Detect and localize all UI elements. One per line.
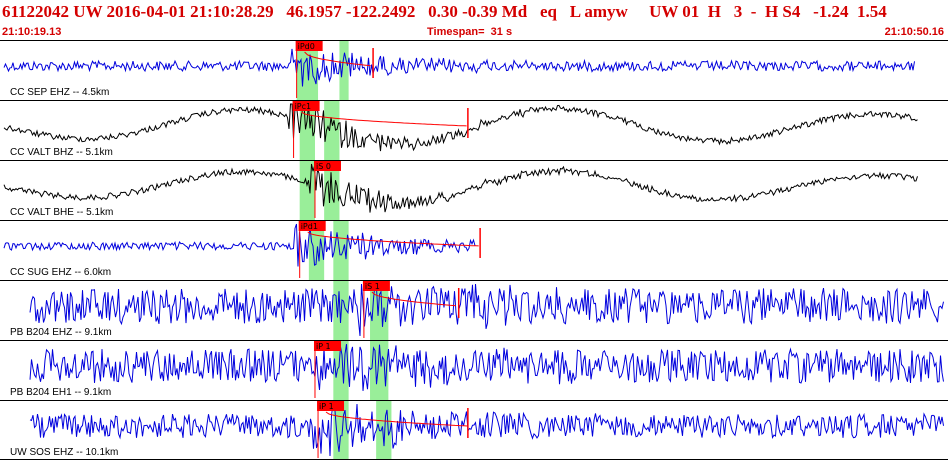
trace-row: iPc1 CC VALT BHZ -- 5.1km [0,100,948,160]
pick-label: iP 1 [319,402,334,411]
waveform-trace [3,103,918,152]
phase-window [339,41,349,100]
pick-label: iPd1 [301,222,318,231]
station-label: UW SOS EHZ -- 10.1km [10,447,118,458]
coda-curve [301,111,467,127]
header: 61122042 UW 2016-04-01 21:10:28.29 46.19… [0,0,948,40]
trace-row: iP 1 UW SOS EHZ -- 10.1km [0,400,948,460]
phase-window [370,281,389,340]
station-label: PB B204 EH1 -- 9.1km [10,387,111,398]
event-summary-title: 61122042 UW 2016-04-01 21:10:28.29 46.19… [2,2,887,21]
station-label: CC VALT BHZ -- 5.1km [10,147,113,158]
start-time: 21:10:19.13 [2,26,62,38]
station-label: CC SEP EHZ -- 4.5km [10,87,109,98]
pick-label-box [317,401,345,411]
phase-window [324,101,340,160]
station-label: CC VALT BHE -- 5.1km [10,207,113,218]
pick-label-box [313,341,341,351]
pick-label-box [362,281,390,291]
trace-row: iS 0 CC VALT BHE -- 5.1km [0,160,948,220]
phase-window [370,341,389,400]
coda-curve [307,231,479,247]
station-label: PB B204 EHZ -- 9.1km [10,327,112,338]
seismogram-panel: iPd0 CC SEP EHZ -- 4.5km iPc1 CC VALT BHZ -… [0,40,948,460]
pick-label: iS 1 [365,282,380,291]
pick-label-box [292,101,320,111]
trace-row: iPd0 CC SEP EHZ -- 4.5km [0,40,948,100]
coda-curve [304,51,371,67]
waveform-trace [3,163,918,213]
pick-label: iPd0 [298,42,315,51]
pick-label: iPc1 [295,102,312,111]
end-time: 21:10:50.16 [884,26,944,38]
pick-label-box [313,161,341,171]
phase-window [376,401,392,460]
waveform-trace [3,48,915,87]
waveform-trace [29,282,944,337]
trace-row: iPd1 CC SUG EHZ -- 6.0km [0,220,948,280]
waveform-trace [3,223,476,267]
waveform-trace [29,344,944,391]
pick-label: iS 0 [316,162,331,171]
pick-label-box [298,221,326,231]
trace-row: iS 1 PB B204 EHZ -- 9.1km [0,280,948,340]
coda-curve [371,291,456,307]
station-label: CC SUG EHZ -- 6.0km [10,267,111,278]
waveform-trace [29,403,944,457]
trace-row: iP 1 PB B204 EH1 -- 9.1km [0,340,948,400]
coda-curve [325,411,468,427]
pick-label: iP 1 [316,342,331,351]
timespan-label: Timespan= 31 s [427,26,513,38]
pick-label-box [295,41,323,51]
